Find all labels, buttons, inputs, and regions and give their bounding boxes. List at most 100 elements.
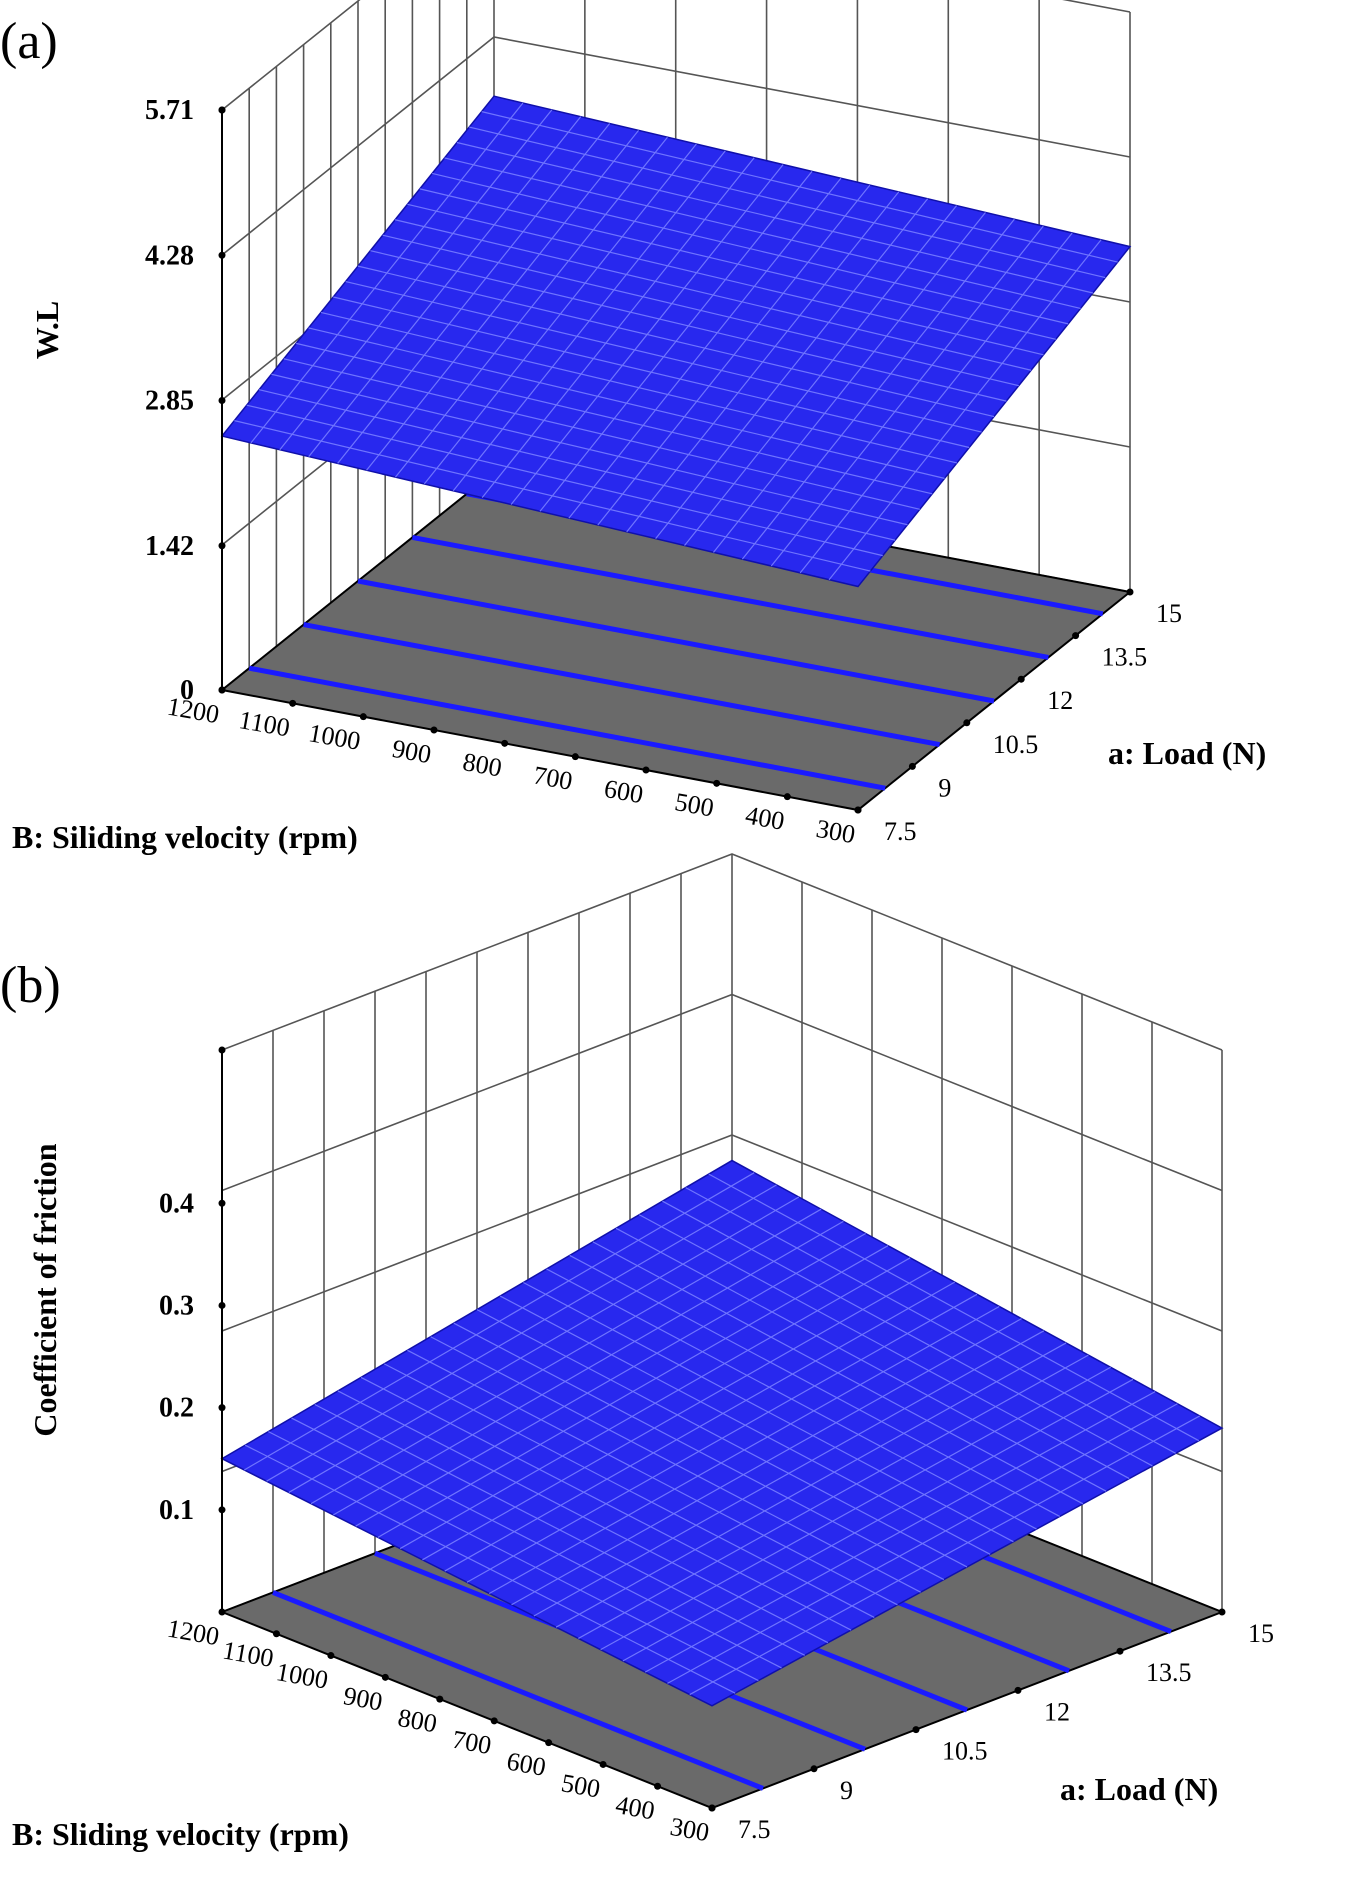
contour-line bbox=[357, 578, 995, 704]
z-tick-mark bbox=[218, 1506, 226, 1514]
surface-mesh-line bbox=[592, 1241, 1084, 1505]
x-tick-label: 1200 bbox=[165, 692, 221, 730]
z-tick-label: 0 bbox=[180, 675, 194, 706]
x-tick-label: 600 bbox=[602, 774, 645, 809]
surface-mesh-line bbox=[684, 205, 958, 546]
surface-mesh-line bbox=[456, 141, 1094, 294]
panel-a-label: (a) bbox=[0, 13, 58, 70]
y-tick-label: 13.5 bbox=[1146, 1658, 1192, 1687]
panel-b-x-axis-title: B: Sliding velocity (rpm) bbox=[12, 1816, 349, 1852]
y-tick-label: 12 bbox=[1044, 1697, 1070, 1726]
surface-mesh-line bbox=[655, 198, 929, 540]
z-tick-label: 1.42 bbox=[145, 531, 194, 562]
y-tick-mark bbox=[1126, 588, 1134, 596]
y-tick-label: 10.5 bbox=[993, 730, 1039, 759]
surface-mesh-line bbox=[622, 1378, 1134, 1662]
surface-mesh-line bbox=[568, 177, 842, 519]
surface-mesh-line bbox=[578, 1354, 1089, 1639]
x-tick-label: 500 bbox=[559, 1768, 602, 1803]
y-tick-label: 9 bbox=[840, 1776, 853, 1805]
surface-mesh-line bbox=[828, 239, 1102, 581]
x-tick-label: 900 bbox=[390, 734, 433, 769]
surface-mesh-line bbox=[626, 191, 900, 533]
y-tick-label: 12 bbox=[1047, 686, 1073, 715]
x-tick-label: 1000 bbox=[274, 1657, 330, 1695]
z-tick-mark bbox=[218, 1046, 226, 1054]
z-tick-mark bbox=[218, 251, 226, 259]
panel-a-axes: 0 1.42 2.85 4.28 5.71 1200 1100 1000 900 800 700 60… bbox=[145, 95, 1182, 849]
x-tick-mark bbox=[654, 1782, 662, 1790]
back-grid-line bbox=[221, 853, 1223, 1051]
x-tick-label: 700 bbox=[450, 1725, 493, 1760]
contour-line bbox=[303, 622, 941, 748]
surface-mesh-line bbox=[407, 203, 1044, 356]
panel-b-z-axis-title: Coefficient of friction bbox=[27, 1143, 63, 1436]
y-tick-mark bbox=[810, 1765, 818, 1773]
y-tick-mark bbox=[1017, 675, 1025, 683]
x-tick-mark bbox=[218, 1608, 226, 1616]
surface-mesh-line bbox=[546, 1268, 1037, 1530]
surface-mesh-line bbox=[432, 172, 1069, 325]
x-tick-label: 1000 bbox=[306, 718, 362, 756]
y-tick-mark bbox=[1218, 1608, 1226, 1616]
surface-mesh-line bbox=[667, 1403, 1178, 1684]
y-tick-mark bbox=[708, 1804, 716, 1812]
x-tick-mark bbox=[381, 1673, 389, 1681]
surface-mesh-line bbox=[511, 1318, 1022, 1606]
z-tick-label: 2.85 bbox=[145, 386, 194, 417]
x-tick-mark bbox=[783, 793, 791, 801]
y-tick-label: 7.5 bbox=[738, 1815, 771, 1844]
panel-a-z-axis-title: W.L bbox=[29, 301, 65, 359]
panel-b-surface bbox=[220, 1159, 1224, 1707]
surface-mesh-line bbox=[644, 1391, 1156, 1673]
z-tick-label: 4.28 bbox=[145, 240, 194, 271]
x-tick-label: 600 bbox=[505, 1746, 548, 1781]
x-tick-mark bbox=[272, 1630, 280, 1638]
panel-a: (a) 0 1.42 2.85 4.28 5.71 1200 1100 1000 900 800 7… bbox=[0, 0, 1266, 855]
z-tick-mark bbox=[218, 1404, 226, 1412]
back-grid-line bbox=[221, 0, 1131, 111]
x-tick-label: 500 bbox=[673, 787, 716, 822]
y-tick-mark bbox=[908, 762, 916, 770]
surface-mesh-line bbox=[741, 218, 1015, 560]
x-tick-mark bbox=[218, 686, 226, 694]
y-tick-mark bbox=[1072, 632, 1080, 640]
z-tick-label: 0.4 bbox=[159, 1188, 194, 1219]
y-tick-mark bbox=[963, 719, 971, 727]
x-tick-mark bbox=[289, 699, 297, 707]
surface-mesh-line bbox=[555, 1342, 1067, 1628]
surface-mesh-line bbox=[689, 1415, 1201, 1696]
surface-mesh-line bbox=[597, 184, 871, 526]
surface-mesh-line bbox=[685, 1187, 1176, 1454]
y-tick-label: 13.5 bbox=[1102, 643, 1148, 672]
back-grid-line bbox=[221, 993, 1223, 1192]
x-tick-label: 800 bbox=[396, 1703, 439, 1738]
x-tick-label: 1100 bbox=[237, 705, 292, 742]
x-tick-mark bbox=[713, 779, 721, 787]
y-tick-label: 7.5 bbox=[884, 817, 917, 846]
surface-mesh-line bbox=[419, 188, 1056, 340]
surface-mesh-line bbox=[615, 1227, 1107, 1492]
y-tick-label: 15 bbox=[1248, 1619, 1274, 1648]
surface-mesh-line bbox=[662, 1200, 1153, 1467]
x-tick-mark bbox=[327, 1652, 335, 1660]
panel-a-y-axis-title: a: Load (N) bbox=[1108, 735, 1266, 771]
x-tick-label: 1200 bbox=[165, 1614, 221, 1652]
z-tick-mark bbox=[218, 106, 226, 114]
surface-mesh-line bbox=[370, 250, 1007, 402]
surface-mesh-line bbox=[523, 1281, 1014, 1543]
y-tick-label: 15 bbox=[1156, 599, 1182, 628]
x-tick-mark bbox=[571, 753, 579, 761]
x-tick-label: 800 bbox=[461, 747, 504, 782]
z-tick-label: 5.71 bbox=[145, 95, 194, 126]
surface-mesh-line bbox=[708, 1173, 1200, 1442]
surface-mesh-line bbox=[481, 111, 1118, 263]
panel-b-label: (b) bbox=[0, 957, 61, 1014]
surface-mesh-line bbox=[600, 1366, 1111, 1651]
back-grid-line bbox=[221, 36, 1131, 256]
panel-a-x-axis-title: B: Siliding velocity (rpm) bbox=[12, 819, 358, 855]
x-tick-label: 700 bbox=[531, 760, 574, 795]
surface-mesh-line bbox=[499, 1295, 991, 1555]
x-tick-mark bbox=[430, 726, 438, 734]
